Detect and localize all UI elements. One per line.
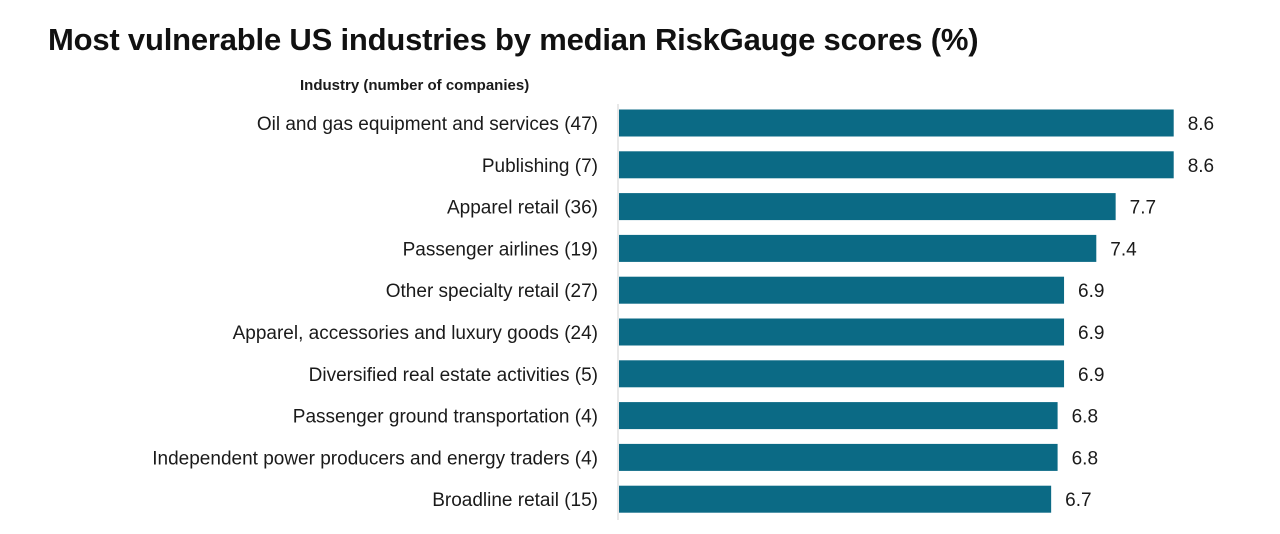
value-label: 7.7 — [1130, 198, 1156, 219]
value-label: 6.9 — [1078, 365, 1104, 386]
category-label: Apparel, accessories and luxury goods (2… — [233, 323, 598, 344]
bar — [619, 234, 1097, 262]
value-label: 8.6 — [1188, 156, 1214, 177]
bar — [619, 193, 1116, 221]
value-label: 6.7 — [1065, 490, 1091, 511]
category-label: Independent power producers and energy t… — [152, 448, 598, 469]
bar — [619, 151, 1174, 179]
bar — [619, 402, 1058, 430]
category-label: Passenger airlines (19) — [403, 239, 598, 260]
value-label: 6.8 — [1072, 448, 1098, 469]
value-label: 8.6 — [1188, 114, 1214, 135]
value-label: 7.4 — [1110, 239, 1137, 260]
value-label: 6.9 — [1078, 281, 1104, 302]
bars-layer: Oil and gas equipment and services (47) 8… — [152, 109, 1214, 513]
bar — [619, 443, 1058, 471]
bar — [619, 109, 1174, 137]
category-label: Publishing (7) — [482, 156, 598, 177]
bar — [619, 318, 1065, 346]
value-label: 6.9 — [1078, 323, 1104, 344]
category-axis-header: Industry (number of companies) — [300, 77, 530, 94]
bar — [619, 485, 1052, 513]
bar — [619, 360, 1065, 388]
bar — [619, 276, 1065, 304]
category-label: Oil and gas equipment and services (47) — [257, 114, 598, 135]
chart-title: Most vulnerable US industries by median … — [48, 22, 979, 57]
category-label: Passenger ground transportation (4) — [293, 407, 598, 428]
category-label: Apparel retail (36) — [447, 198, 598, 219]
category-label: Diversified real estate activities (5) — [309, 365, 598, 386]
value-label: 6.8 — [1072, 407, 1098, 428]
category-label: Other specialty retail (27) — [386, 281, 598, 302]
category-label: Broadline retail (15) — [432, 490, 598, 511]
